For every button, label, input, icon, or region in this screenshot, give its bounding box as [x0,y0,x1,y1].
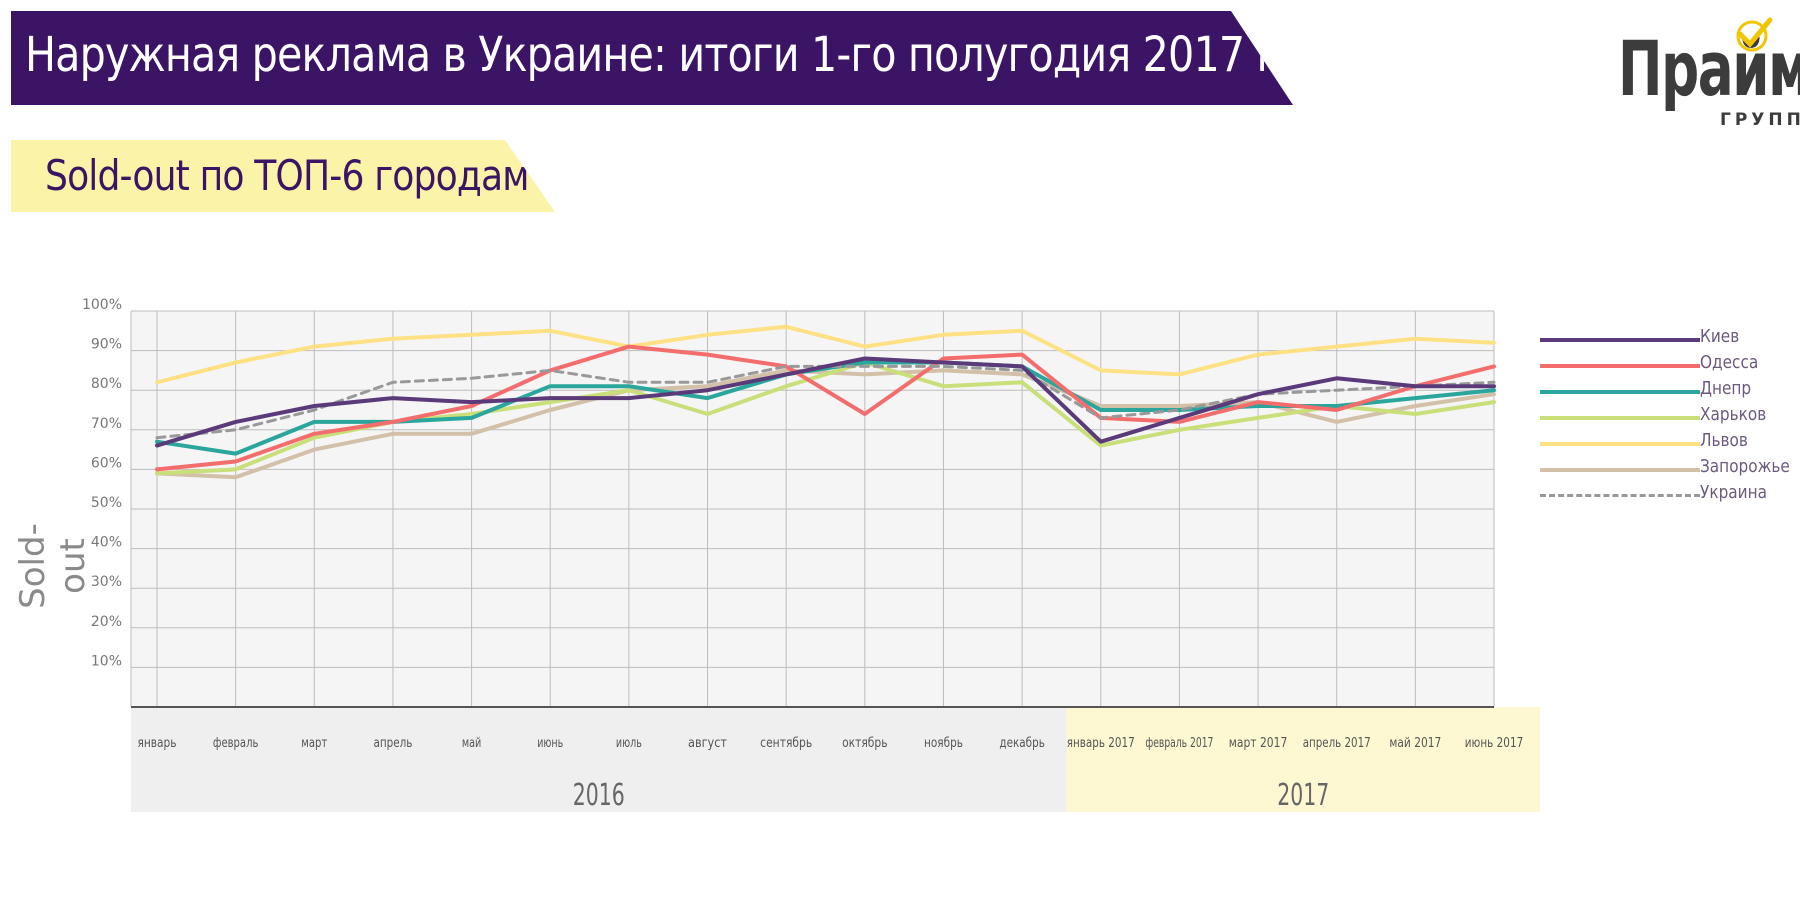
y-tick-label: 40% [91,535,122,551]
y-tick-label: 90% [91,337,122,353]
legend-swatch [1540,468,1700,472]
subtitle-banner: Sold-out по ТОП-6 городам [11,140,555,212]
y-tick-label: 30% [91,574,122,590]
x-tick-label: июнь [537,736,563,751]
logo-main-text: Прайм [1618,24,1800,113]
logo-check-icon [1736,17,1773,52]
series-line-0 [155,356,1496,448]
legend-label: Одесса [1700,352,1759,373]
year-band-2017 [1066,707,1540,812]
y-tick-label: 50% [91,495,122,511]
x-tick-label: февраль 2017 [1145,736,1213,751]
legend-label: Днепр [1700,378,1752,399]
x-tick-label: июль [616,736,642,751]
x-tick-label: сентябрь [760,736,812,751]
x-tick-label: май 2017 [1389,736,1441,751]
x-tick-label: апрель [373,736,412,751]
legend-item: Львов [1540,430,1800,456]
legend-item: Харьков [1540,404,1800,430]
series-line-4 [155,324,1496,385]
x-tick-label: март [301,736,327,751]
legend-swatch [1540,338,1700,342]
year-band-2016 [131,707,1067,812]
y-axis-label: Sold-out [13,523,93,609]
year-group-label: 2016 [573,778,625,813]
legend-label: Львов [1700,430,1748,451]
legend-item: Украина [1540,482,1800,508]
y-tick-label: 80% [91,376,122,392]
title-banner: Наружная реклама в Украине: итоги 1-го п… [11,11,1293,105]
legend-swatch [1540,390,1700,394]
x-tick-label: январь [138,736,177,751]
legend-label: Запорожье [1700,456,1790,477]
y-tick-label: 70% [91,416,122,432]
x-tick-label: апрель 2017 [1303,736,1371,751]
y-tick-label: 20% [91,614,122,630]
y-tick-label: 100% [82,297,122,313]
legend-swatch [1540,494,1700,497]
legend-swatch [1540,442,1700,446]
year-group-label: 2017 [1277,778,1329,813]
x-tick-label: август [688,736,727,751]
y-tick-label: 10% [91,653,122,669]
series-line-1 [155,344,1496,472]
legend-swatch [1540,416,1700,420]
prime-group-logo: Прайм ГРУПП [1610,10,1800,135]
x-tick-label: декабрь [999,736,1045,751]
legend-item: Киев [1540,326,1800,352]
page-title: Наружная реклама в Украине: итоги 1-го п… [25,27,1290,83]
page-subtitle: Sold-out по ТОП-6 городам [45,151,530,200]
x-tick-label: февраль [213,736,259,751]
legend-item: Днепр [1540,378,1800,404]
y-tick-label: 60% [91,455,122,471]
x-tick-label: май [462,736,482,751]
x-tick-label: июнь 2017 [1465,736,1524,751]
logo-sub-text: ГРУПП [1720,110,1800,130]
legend-label: Украина [1700,482,1767,503]
x-tick-label: октябрь [842,736,888,751]
legend-item: Одесса [1540,352,1800,378]
x-tick-label: март 2017 [1229,736,1288,751]
legend-item: Запорожье [1540,456,1800,482]
legend-swatch [1540,364,1700,368]
legend-label: Киев [1700,326,1740,347]
x-tick-label: январь 2017 [1067,736,1135,751]
legend-label: Харьков [1700,404,1767,425]
x-tick-label: ноябрь [924,736,963,751]
